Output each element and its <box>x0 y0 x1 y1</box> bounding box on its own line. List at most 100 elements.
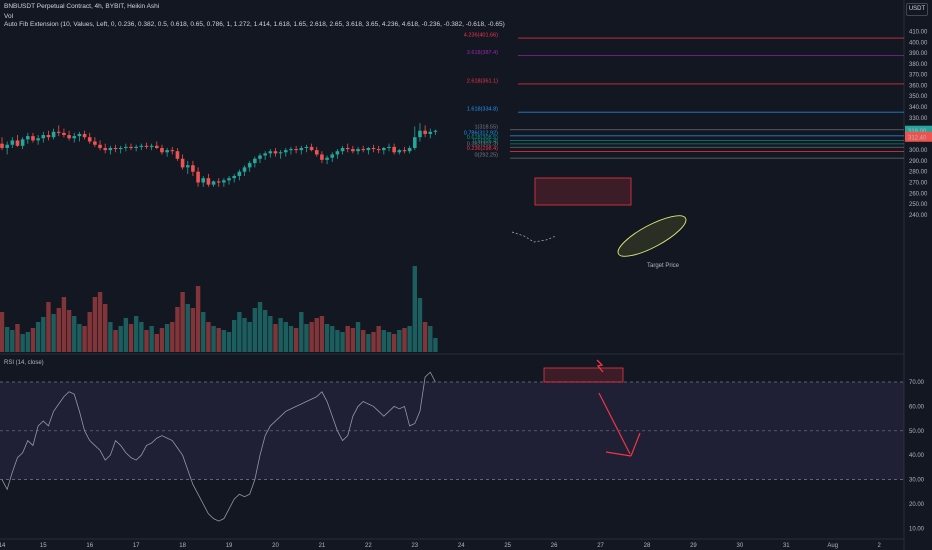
fib-level-label: 1.618(334.8) <box>467 107 498 113</box>
volume-bar <box>252 308 258 352</box>
volume-bar <box>25 332 30 352</box>
volume-bar <box>46 302 51 352</box>
candle-body <box>330 154 335 158</box>
candle-body <box>26 136 30 140</box>
candle-body <box>93 141 97 145</box>
time-axis-label: 21 <box>319 543 326 549</box>
volume-bar <box>170 322 175 352</box>
volume-bar <box>407 326 412 352</box>
volume-bar <box>247 322 252 352</box>
volume-bar <box>340 332 345 352</box>
rsi-line <box>1 371 436 522</box>
candle-body <box>15 140 20 146</box>
candle-body <box>36 138 40 141</box>
symbol-title: BNBUSDT Perpetual Contract, 4h, BYBIT, H… <box>4 3 160 10</box>
candle-body <box>62 132 66 136</box>
time-axis-label: 25 <box>504 543 511 549</box>
volume-bar <box>61 297 67 352</box>
volume-bar <box>237 312 242 352</box>
time-axis-label: 26 <box>551 543 558 549</box>
volume-bar <box>335 330 340 352</box>
price-tick-label: 360.00 <box>909 83 928 89</box>
volume-bar <box>123 318 129 352</box>
candle-body <box>87 137 92 142</box>
price-tick-label: 330.00 <box>909 116 928 122</box>
volume-bar <box>87 312 92 352</box>
price-tick-label: 370.00 <box>909 73 928 79</box>
candle-body <box>206 178 211 185</box>
candle-body <box>428 131 433 134</box>
candle-body <box>345 147 350 150</box>
candle-body <box>103 147 107 151</box>
volume-bar <box>391 334 397 352</box>
volume-bar <box>92 297 98 352</box>
volume-bar <box>118 326 123 352</box>
volume-bar <box>371 332 376 352</box>
volume-bar <box>72 316 77 352</box>
candle-body <box>247 163 252 168</box>
candle-body <box>51 131 56 138</box>
candle-body <box>418 130 422 138</box>
candle-body <box>222 180 226 183</box>
volume-bar <box>257 302 263 352</box>
projection-line <box>511 231 557 243</box>
volume-bar <box>41 317 46 352</box>
candle-body <box>211 181 216 185</box>
volume-bar <box>242 318 247 352</box>
candle-body <box>41 135 46 139</box>
candle-body <box>129 146 133 148</box>
candle-body <box>294 149 298 151</box>
candle-body <box>10 140 15 145</box>
down-arrow-head <box>605 451 632 457</box>
candle-body <box>149 145 154 147</box>
volume-bar <box>82 326 87 352</box>
candle-body <box>340 147 345 152</box>
volume-bar <box>56 308 61 352</box>
volume-bar <box>350 328 356 352</box>
price-tick-label: 350.00 <box>909 94 928 100</box>
volume-bar <box>355 322 361 352</box>
price-tick-label: 250.00 <box>909 202 928 208</box>
volume-bar <box>278 318 283 352</box>
candle-body <box>232 176 236 179</box>
currency-badge[interactable]: USDT <box>906 3 928 16</box>
volume-bar <box>144 330 149 352</box>
volume-bar <box>433 338 438 352</box>
down-arrow-head <box>630 432 641 457</box>
lightning-icon <box>596 359 604 373</box>
volume-bar <box>428 326 433 352</box>
volume-bar <box>397 330 402 352</box>
volume-bar <box>314 318 319 352</box>
volume-bar <box>232 320 237 352</box>
candle-body <box>0 143 4 148</box>
candle-body <box>325 157 329 160</box>
candle-body <box>98 144 102 148</box>
candle-body <box>20 139 25 146</box>
candle-body <box>268 151 273 154</box>
fib-level-label: 0.382(302.3) <box>467 142 498 148</box>
candle-body <box>113 147 118 150</box>
time-axis-label: 24 <box>458 543 465 549</box>
volume-bar <box>268 316 273 352</box>
volume-bar <box>422 322 428 352</box>
fib-level-label: 0.236(298.4) <box>467 146 498 152</box>
price-tick-label: 300.00 <box>909 148 928 154</box>
target-ellipse <box>617 215 687 257</box>
last-price-tag <box>905 131 932 142</box>
volume-bar <box>133 316 139 352</box>
volume-bar <box>366 334 371 352</box>
candle-body <box>258 155 262 159</box>
volume-bar <box>15 324 20 352</box>
time-axis-label: Aug <box>827 543 838 549</box>
volume-bar <box>293 328 299 352</box>
price-tick-label: 390.00 <box>909 51 928 57</box>
volume-bar <box>66 310 72 352</box>
volume-bar <box>361 330 366 352</box>
candle-body <box>77 133 82 137</box>
fib-level-label: 2.618(361.1) <box>467 78 498 84</box>
candle-body <box>118 147 123 150</box>
candle-body <box>160 147 164 153</box>
candle-body <box>361 149 365 151</box>
price-tick-label: 280.00 <box>909 170 928 176</box>
